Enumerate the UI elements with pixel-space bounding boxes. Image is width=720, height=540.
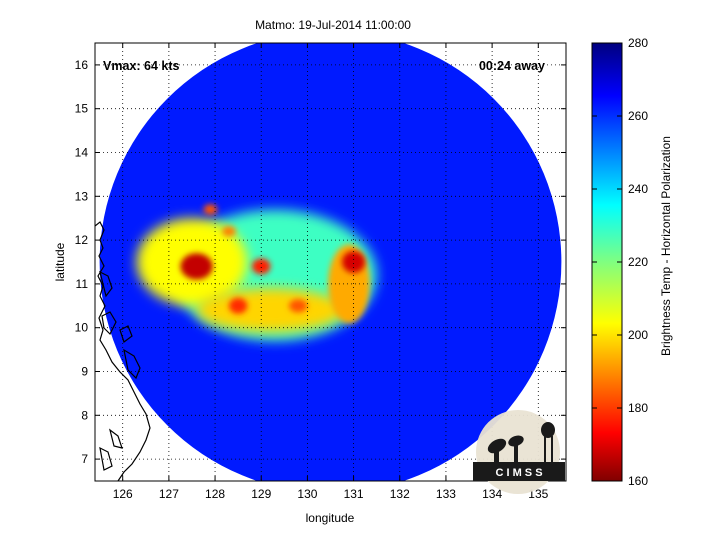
- cb-tick-label-4: 240: [628, 182, 648, 196]
- cold-feature-10: [180, 253, 213, 280]
- y-tick-label-3: 10: [75, 321, 89, 335]
- time-away-annotation: 00:24 away: [479, 59, 545, 73]
- x-tick-label-1: 127: [159, 487, 179, 501]
- x-tick-label-6: 132: [390, 487, 410, 501]
- y-tick-label-9: 16: [75, 58, 89, 72]
- x-tick-label-8: 134: [482, 487, 502, 501]
- x-tick-label-3: 129: [251, 487, 271, 501]
- x-tick-label-7: 133: [436, 487, 456, 501]
- y-tick-label-1: 8: [81, 408, 88, 422]
- x-tick-label-5: 131: [344, 487, 364, 501]
- cb-tick-label-5: 260: [628, 109, 648, 123]
- chart-title: Matmo: 19-Jul-2014 11:00:00: [255, 18, 411, 32]
- cold-feature-9: [342, 251, 366, 273]
- y-tick-label-7: 14: [75, 146, 89, 160]
- cold-feature-8: [252, 258, 271, 275]
- cold-feature-5: [288, 299, 308, 313]
- plot-area: [95, 43, 566, 481]
- y-tick-label-4: 11: [76, 277, 89, 291]
- y-tick-label-6: 13: [75, 189, 89, 203]
- cimss-logo-text: C I M S S: [495, 467, 542, 479]
- cb-tick-label-6: 280: [628, 36, 648, 50]
- x-axis-label: longitude: [306, 511, 355, 525]
- cb-tick-label-3: 220: [628, 255, 648, 269]
- x-tick-label-0: 126: [113, 487, 133, 501]
- cimss-logo: C I M S S: [473, 410, 565, 494]
- cold-feature-2: [196, 288, 345, 333]
- cold-feature-4: [221, 226, 236, 237]
- colorbar-label: Brightness Temp - Horizontal Polarizatio…: [659, 136, 673, 356]
- y-tick-label-2: 9: [81, 365, 88, 379]
- cold-cloud-features: [136, 204, 377, 341]
- cb-tick-label-2: 200: [628, 328, 648, 342]
- y-tick-label-0: 7: [81, 452, 88, 466]
- y-axis-label: latitude: [53, 242, 67, 281]
- cb-tick-label-0: 160: [628, 474, 648, 488]
- cold-feature-7: [228, 297, 248, 314]
- colorbar-ticks: 160 180 200 220 240 260 280: [592, 36, 648, 488]
- x-tick-label-4: 130: [297, 487, 317, 501]
- axes-frame: [94, 42, 567, 482]
- y-tick-label-8: 15: [75, 102, 89, 116]
- cold-feature-6: [203, 204, 218, 215]
- coastline: [95, 221, 151, 481]
- colorbar: 160 180 200 220 240 260 280 Brightness Temp - …: [591, 36, 673, 488]
- x-tick-label-2: 128: [205, 487, 225, 501]
- vmax-annotation: Vmax: 64 kts: [103, 59, 179, 73]
- y-tick-label-5: 12: [75, 233, 89, 247]
- cb-tick-label-1: 180: [628, 401, 648, 415]
